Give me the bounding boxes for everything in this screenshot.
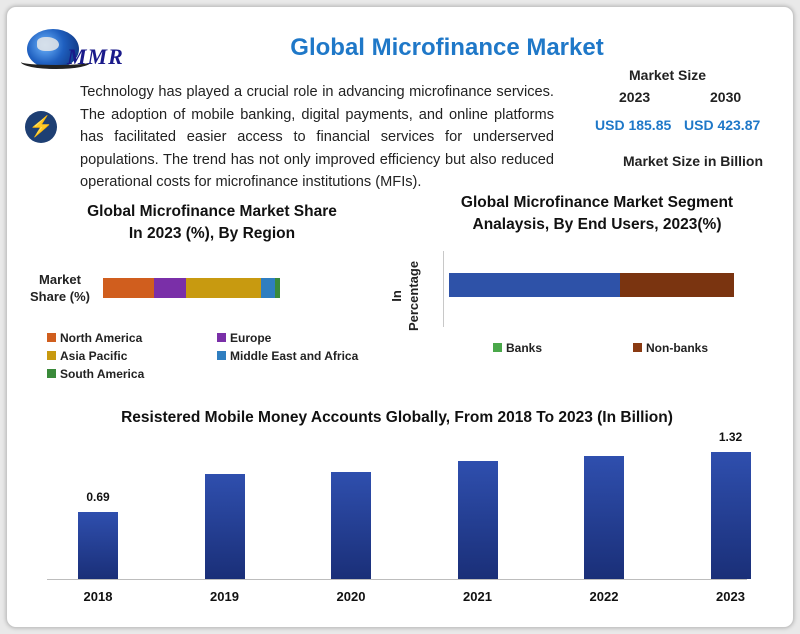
region-legend-item-south-america: South America	[47, 367, 144, 381]
region-legend-label: Asia Pacific	[60, 349, 128, 363]
region-legend-swatch	[47, 351, 56, 360]
enduser-chart-ylabel-line2: Percentage	[406, 260, 421, 332]
accounts-chart-title: Resistered Mobile Money Accounts Globall…	[121, 409, 673, 426]
logo-swoosh	[21, 55, 91, 69]
region-chart-ylabel-line2: Share (%)	[30, 289, 90, 304]
accounts-bar-chart: 2018 0.69 2019 2020 2021 2022 2023 1.32	[37, 430, 757, 617]
logo-landmass	[37, 37, 59, 51]
accounts-bar-2023	[710, 451, 751, 579]
accounts-x-tick-2018: 2018	[83, 589, 113, 604]
enduser-segment-non-banks	[620, 273, 734, 297]
region-legend-swatch	[217, 351, 226, 360]
market-size-heading: Market Size	[629, 67, 707, 83]
market-size-value-2030: USD 423.87	[684, 117, 761, 133]
region-legend-item-north-america: North America	[47, 331, 142, 345]
region-legend-swatch	[217, 333, 226, 342]
page-title: Global Microfinance Market	[290, 34, 604, 61]
region-chart-title-line2: In 2023 (%), By Region	[128, 225, 296, 242]
region-stacked-bar	[103, 278, 280, 298]
region-segment-asia-pacific	[186, 278, 261, 298]
accounts-x-tick-2019: 2019	[210, 589, 239, 604]
enduser-segment-banks	[449, 273, 620, 297]
enduser-legend-swatch	[493, 343, 502, 352]
description-text: Technology has played a crucial role in …	[80, 84, 554, 191]
region-chart-title-line1: Global Microfinance Market Share	[87, 203, 337, 220]
enduser-chart-title-line2: Analaysis, By End Users, 2023(%)	[472, 216, 722, 233]
infographic-frame: MMR Global Microfinance Market ⚡ Technol…	[6, 6, 794, 628]
enduser-chart-ylabel-line1: In	[389, 290, 404, 302]
region-chart-ylabel: Market Share (%)	[25, 271, 95, 305]
region-legend-item-asia-pacific: Asia Pacific	[47, 349, 127, 363]
region-segment-middle-east-and-africa	[260, 278, 275, 298]
lightning-bolt-icon: ⚡	[25, 111, 57, 143]
enduser-legend-swatch	[633, 343, 642, 352]
market-size-year-2030: 2030	[710, 89, 742, 105]
enduser-chart-ylabel: In Percentage	[385, 251, 425, 331]
region-legend-label: Europe	[230, 331, 272, 345]
accounts-bar-2021	[457, 461, 498, 579]
market-size-value-2023: USD 185.85	[595, 117, 672, 133]
accounts-data-label-2018: 0.69	[86, 490, 110, 505]
enduser-chart-title-line1: Global Microfinance Market Segment	[460, 194, 734, 211]
market-size-note: Market Size in Billion	[623, 153, 764, 169]
region-chart-ylabel-line1: Market	[39, 272, 81, 287]
region-legend-item-europe: Europe	[217, 331, 271, 345]
enduser-legend: Banks Non-banks	[493, 341, 753, 361]
enduser-stacked-bar	[449, 273, 734, 297]
region-segment-europe	[154, 278, 187, 298]
region-segment-north-america	[103, 278, 155, 298]
region-segment-south-america	[274, 278, 280, 298]
region-legend: North America Europe Asia Pacific Middle Ea…	[47, 331, 387, 391]
accounts-bar-2020	[331, 471, 371, 579]
region-legend-swatch	[47, 369, 56, 378]
enduser-legend-label: Banks	[506, 341, 543, 355]
enduser-chart-axis	[443, 251, 444, 327]
region-chart-title: Global Microfinance Market Share In 2023…	[67, 201, 357, 245]
enduser-legend-item-banks: Banks	[493, 341, 542, 355]
accounts-data-label-2023: 1.32	[718, 429, 743, 444]
enduser-legend-label: Non-banks	[646, 341, 709, 355]
market-size-year-2023: 2023	[619, 89, 651, 105]
accounts-x-tick-2020: 2020	[336, 589, 366, 604]
logo-text: MMR	[67, 44, 124, 69]
accounts-bar-2022	[584, 456, 624, 579]
region-legend-item-middle-east-and-africa: Middle East and Africa	[217, 349, 358, 363]
accounts-x-tick-2021: 2021	[463, 589, 492, 604]
enduser-legend-item-non-banks: Non-banks	[633, 341, 708, 355]
accounts-x-tick-2022: 2022	[589, 589, 619, 604]
region-legend-label: South America	[60, 367, 145, 381]
accounts-bar-2018	[78, 512, 118, 579]
accounts-x-tick-2023: 2023	[716, 589, 745, 604]
region-legend-label: North America	[60, 331, 143, 345]
region-legend-label: Middle East and Africa	[230, 349, 359, 363]
region-legend-swatch	[47, 333, 56, 342]
accounts-x-axis	[47, 579, 747, 580]
enduser-chart-title: Global Microfinance Market Segment Anala…	[447, 192, 747, 236]
accounts-bar-2019	[204, 473, 245, 579]
